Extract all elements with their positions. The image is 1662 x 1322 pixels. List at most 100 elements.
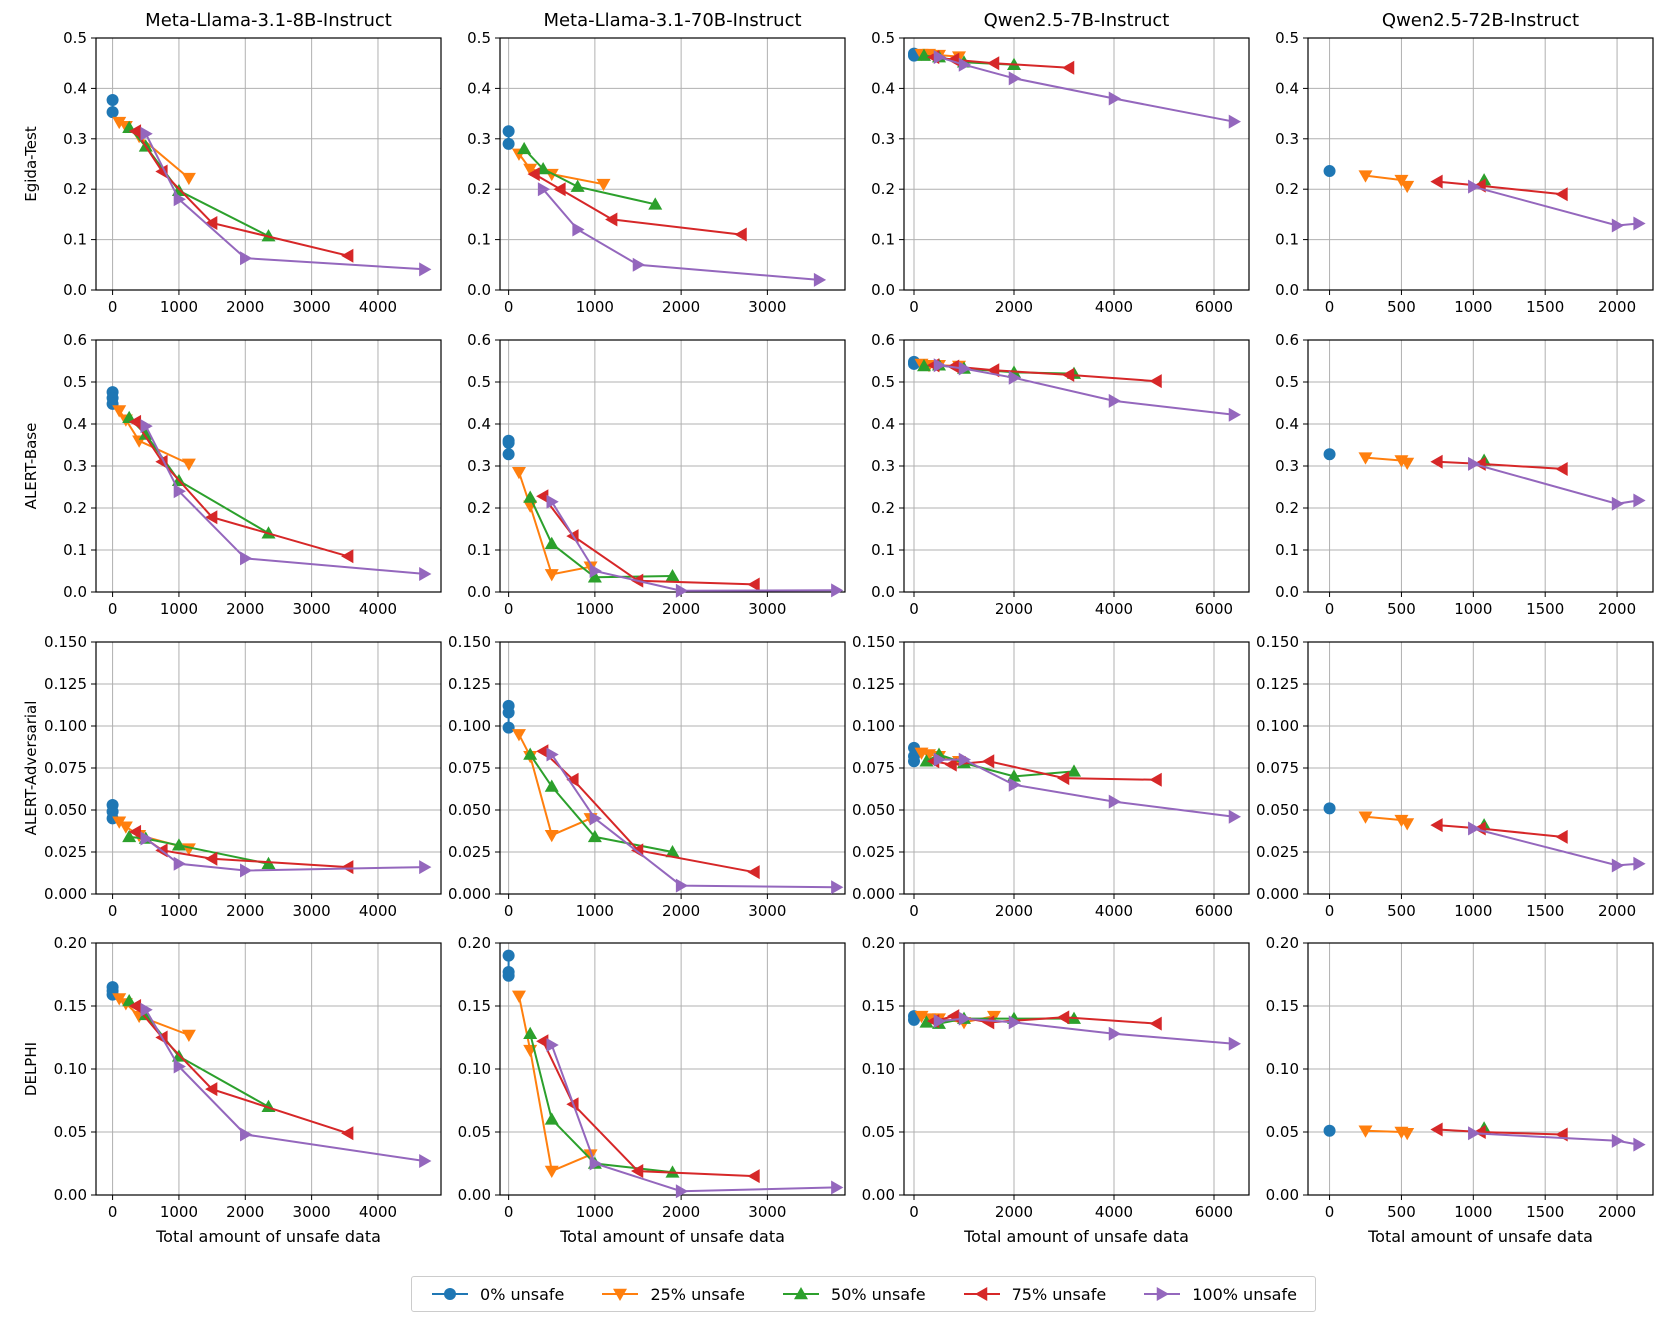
y-axis-label: Egida-Test	[22, 126, 40, 202]
x-tick-label: 0	[1325, 600, 1335, 618]
y-tick-label: 0.0	[467, 583, 491, 601]
data-point	[536, 1034, 549, 1049]
y-tick-label: 0.0	[871, 583, 895, 601]
data-point	[118, 821, 133, 834]
y-tick-label: 0.0	[467, 281, 491, 299]
data-point	[1108, 1026, 1121, 1041]
series-line-4	[938, 364, 1235, 416]
x-tick-label: 6000	[1195, 600, 1233, 618]
data-point	[173, 1059, 186, 1074]
data-point	[1611, 218, 1625, 233]
data-point	[517, 141, 532, 155]
y-tick-label: 0.2	[1275, 180, 1299, 198]
x-tick-label: 1000	[1454, 298, 1492, 316]
data-point	[1057, 771, 1070, 786]
data-point	[1008, 370, 1021, 385]
data-point	[1611, 1133, 1625, 1148]
data-point	[1400, 1128, 1415, 1141]
series-line-3	[1437, 180, 1563, 196]
data-point	[181, 1029, 196, 1042]
data-point	[502, 706, 515, 719]
data-point	[1468, 1126, 1481, 1141]
data-point	[544, 569, 559, 582]
data-point	[140, 1002, 153, 1017]
y-tick-label: 0.2	[871, 499, 895, 517]
y-tick-label: 0.3	[63, 457, 87, 475]
x-tick-label: 3000	[293, 1203, 331, 1221]
x-tick-label: 0	[909, 298, 919, 316]
data-point	[502, 125, 515, 138]
data-point	[523, 1026, 538, 1039]
x-axis-label: Total amount of unsafe data	[1367, 1227, 1593, 1246]
y-tick-label: 0.2	[467, 499, 491, 517]
panel-2-1: 0 1000 2000 3000 0.000 0.025 0.050 0.075 0.100 0.…	[448, 633, 846, 920]
data-point	[675, 1184, 689, 1199]
legend-swatch	[963, 1287, 1000, 1301]
panel-3-3: 0 500 1000 1500 2000 0.00 0.05 0.10 0.15 0.20 Tota…	[1266, 934, 1654, 1246]
panel-title: Qwen2.5-72B-Instruct	[1382, 10, 1579, 31]
y-tick-label: 0.000	[1256, 885, 1299, 903]
x-tick-label: 0	[504, 298, 514, 316]
x-tick-label: 3000	[748, 1203, 786, 1221]
x-tick-label: 0	[108, 902, 118, 920]
series-line-4	[144, 1009, 425, 1162]
data-point	[933, 752, 946, 767]
y-tick-label: 0.0	[63, 583, 87, 601]
data-point	[1430, 818, 1443, 833]
data-point	[747, 1169, 760, 1184]
data-point	[419, 566, 432, 581]
data-point	[240, 251, 253, 266]
y-tick-label: 0.00	[54, 1186, 87, 1204]
data-point	[205, 510, 218, 525]
data-point	[589, 564, 602, 578]
y-tick-label: 0.150	[448, 633, 491, 651]
data-point	[240, 863, 253, 878]
y-tick-label: 0.4	[63, 415, 87, 433]
y-tick-label: 0.3	[63, 130, 87, 148]
series-line-4	[550, 1044, 837, 1193]
y-tick-label: 0.5	[871, 373, 895, 391]
series-line-3	[135, 1005, 349, 1135]
x-tick-label: 2000	[995, 1203, 1033, 1221]
x-tick-label: 4000	[1095, 902, 1133, 920]
legend-marker	[613, 1288, 628, 1301]
axes-frame	[95, 37, 442, 291]
data-point	[1228, 407, 1241, 422]
data-point	[596, 178, 611, 192]
x-tick-label: 0	[1325, 298, 1335, 316]
x-tick-label: 2000	[226, 902, 264, 920]
x-tick-label: 4000	[359, 298, 397, 316]
data-point	[1228, 1036, 1241, 1051]
data-point	[605, 212, 618, 227]
y-tick-label: 0.000	[852, 885, 895, 903]
data-point	[919, 1015, 934, 1028]
data-point	[523, 163, 538, 177]
data-point	[140, 831, 153, 846]
y-tick-label: 0.075	[44, 759, 87, 777]
data-point	[1473, 1125, 1486, 1139]
data-point	[205, 215, 218, 230]
x-tick-label: 4000	[1095, 298, 1133, 316]
data-point	[922, 1013, 936, 1026]
data-point	[537, 182, 551, 197]
data-point	[933, 50, 946, 65]
data-point	[1358, 452, 1373, 465]
data-point	[1400, 818, 1415, 831]
data-point	[546, 1038, 559, 1053]
panel-0-0: 0 1000 2000 3000 4000 0.0 0.1 0.2 0.3 0.4 0.5 Meta-…	[22, 10, 442, 316]
data-point	[1008, 1015, 1021, 1030]
y-tick-label: 0.0	[871, 281, 895, 299]
y-tick-label: 0.00	[458, 1186, 491, 1204]
series-line-2	[529, 1033, 673, 1174]
y-tick-label: 0.20	[458, 934, 491, 952]
legend-swatch	[602, 1288, 639, 1301]
y-tick-label: 0.1	[871, 541, 895, 559]
data-point	[1555, 187, 1568, 202]
data-point	[240, 1127, 253, 1142]
x-axis-label: Total amount of unsafe data	[559, 1227, 785, 1246]
y-tick-label: 0.4	[1275, 79, 1299, 97]
series-line-4	[550, 501, 837, 592]
data-point	[917, 359, 931, 372]
data-point	[527, 167, 540, 182]
